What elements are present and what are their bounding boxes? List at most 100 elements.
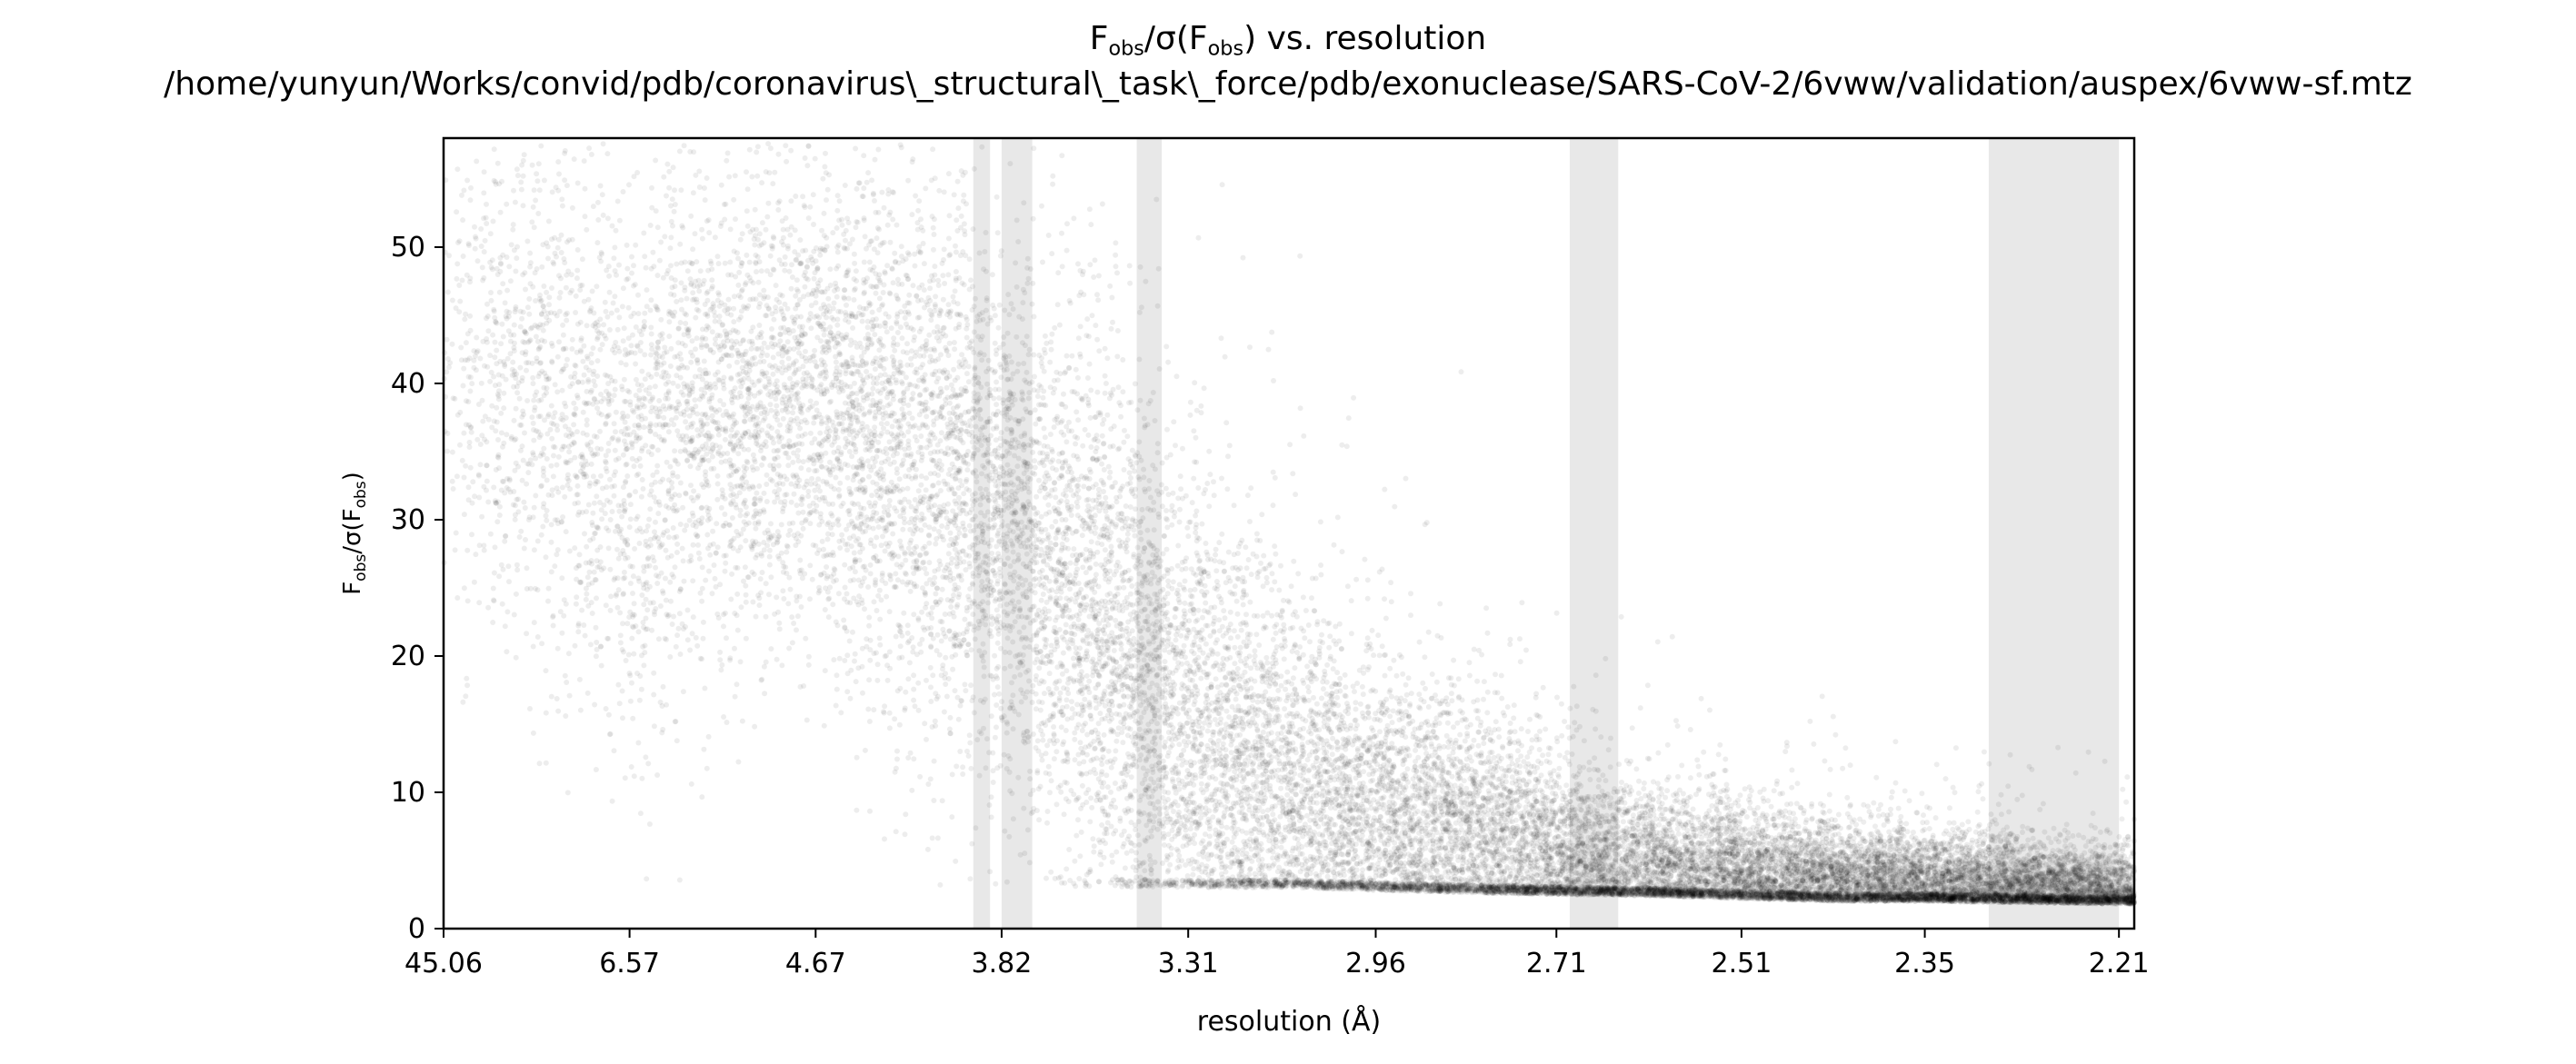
data-point bbox=[672, 492, 678, 498]
data-point bbox=[2090, 897, 2096, 903]
data-point bbox=[449, 449, 455, 455]
data-point bbox=[1273, 657, 1279, 663]
data-point bbox=[1269, 571, 1275, 577]
data-point bbox=[1512, 833, 1517, 840]
data-point bbox=[1118, 646, 1124, 652]
data-point bbox=[474, 334, 480, 341]
data-point bbox=[811, 275, 817, 282]
data-point bbox=[651, 670, 657, 676]
data-point bbox=[1575, 887, 1581, 893]
data-point bbox=[489, 266, 495, 273]
data-point bbox=[904, 630, 911, 636]
data-point bbox=[1801, 866, 1806, 872]
data-point bbox=[1842, 878, 1849, 884]
data-point bbox=[488, 264, 494, 271]
data-point bbox=[882, 703, 888, 710]
data-point bbox=[954, 178, 961, 184]
data-point bbox=[707, 552, 714, 558]
data-point bbox=[870, 385, 876, 392]
data-point bbox=[993, 379, 1000, 385]
data-point bbox=[1634, 887, 1641, 893]
data-point bbox=[1173, 373, 1180, 380]
ice-ring-band bbox=[1988, 138, 2120, 929]
data-point bbox=[2080, 875, 2086, 881]
data-point bbox=[1491, 890, 1497, 896]
data-point bbox=[1921, 897, 1927, 903]
data-point bbox=[1962, 864, 1969, 870]
data-point bbox=[884, 222, 891, 228]
data-point bbox=[1126, 470, 1133, 476]
data-point bbox=[1334, 514, 1341, 521]
data-point bbox=[633, 242, 639, 248]
data-point bbox=[643, 264, 649, 271]
data-point bbox=[1002, 649, 1008, 655]
data-point bbox=[1415, 876, 1422, 882]
data-point bbox=[923, 185, 929, 192]
data-point bbox=[869, 492, 875, 499]
data-point bbox=[798, 496, 804, 502]
data-point bbox=[1159, 503, 1165, 510]
data-point bbox=[2048, 899, 2054, 905]
data-point bbox=[462, 316, 468, 323]
data-point bbox=[1108, 325, 1114, 332]
data-point bbox=[2048, 870, 2054, 876]
data-point bbox=[1390, 708, 1396, 714]
data-point bbox=[1206, 774, 1213, 781]
data-point bbox=[756, 323, 763, 328]
data-point bbox=[864, 369, 870, 374]
data-point bbox=[1226, 877, 1233, 883]
data-point bbox=[884, 329, 890, 335]
data-point bbox=[993, 607, 1000, 613]
data-point bbox=[709, 285, 714, 292]
data-point bbox=[1409, 841, 1415, 848]
data-point bbox=[709, 329, 715, 335]
data-point bbox=[837, 480, 844, 486]
data-point bbox=[1286, 809, 1293, 815]
data-point bbox=[976, 772, 983, 779]
data-point bbox=[716, 292, 723, 298]
data-point bbox=[891, 335, 897, 342]
data-point bbox=[1108, 764, 1114, 771]
data-point bbox=[858, 388, 864, 394]
ice-ring-band bbox=[1569, 138, 1619, 929]
data-point bbox=[577, 468, 584, 474]
data-point bbox=[866, 500, 873, 506]
data-point bbox=[1677, 890, 1683, 897]
data-point bbox=[934, 585, 940, 592]
data-point bbox=[1858, 870, 1864, 876]
data-point bbox=[1478, 753, 1484, 760]
data-point bbox=[1146, 641, 1153, 647]
data-point bbox=[734, 359, 740, 365]
data-point bbox=[1415, 754, 1422, 761]
data-point bbox=[994, 640, 1001, 646]
data-point bbox=[487, 231, 494, 237]
data-point bbox=[1676, 872, 1682, 879]
data-point bbox=[1064, 504, 1071, 511]
data-point bbox=[822, 375, 828, 382]
data-point bbox=[926, 332, 933, 338]
data-point bbox=[1077, 740, 1083, 746]
data-point bbox=[1915, 884, 1922, 890]
data-point bbox=[704, 765, 710, 771]
data-point bbox=[965, 363, 972, 370]
data-point bbox=[1021, 805, 1027, 811]
data-point bbox=[1013, 217, 1020, 224]
data-point bbox=[635, 413, 642, 420]
data-point bbox=[726, 363, 733, 369]
data-point bbox=[465, 484, 472, 491]
data-point bbox=[2027, 899, 2033, 905]
data-point bbox=[533, 197, 539, 204]
data-point bbox=[983, 583, 989, 590]
data-point bbox=[2042, 829, 2048, 835]
data-point bbox=[995, 324, 1002, 331]
data-point bbox=[627, 581, 634, 586]
data-point bbox=[1392, 840, 1398, 846]
data-point bbox=[2119, 896, 2125, 902]
data-point bbox=[664, 528, 671, 534]
data-point bbox=[1275, 687, 1282, 693]
data-point bbox=[797, 557, 804, 563]
data-point bbox=[876, 635, 883, 641]
data-point bbox=[964, 334, 970, 341]
data-point bbox=[1506, 767, 1513, 773]
data-point bbox=[1343, 763, 1349, 770]
